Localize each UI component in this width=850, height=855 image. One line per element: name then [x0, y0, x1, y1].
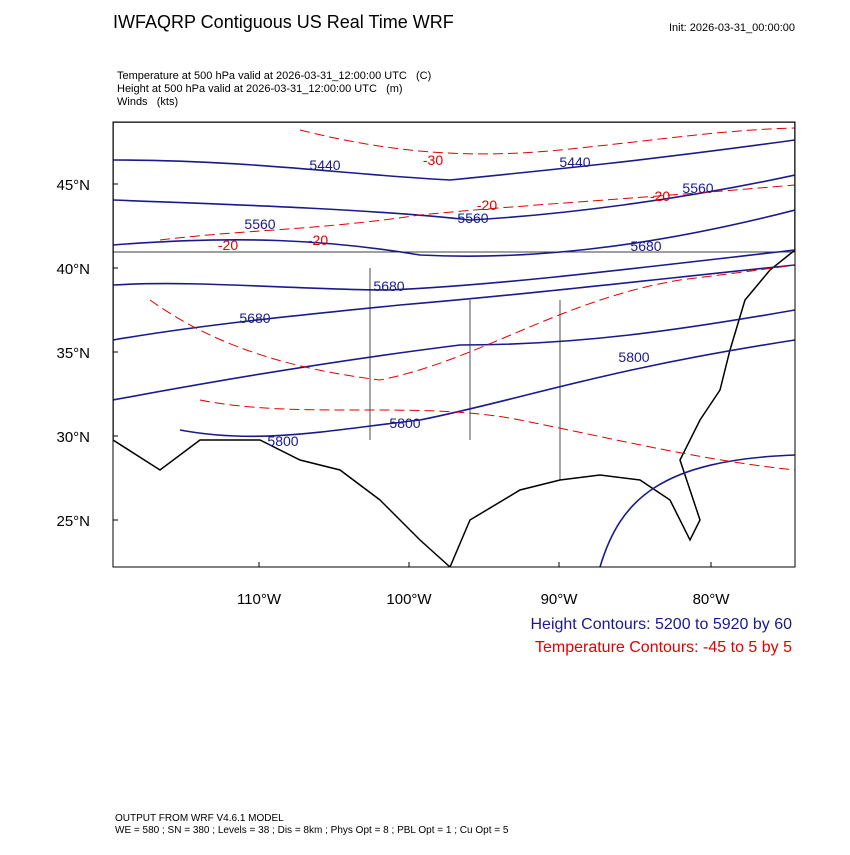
temperature-label: -20 — [308, 232, 328, 248]
field-line: Winds (kts) — [117, 96, 178, 108]
init-time: Init: 2026-03-31_00:00:00 — [669, 22, 795, 34]
field-line: Height at 500 hPa valid at 2026-03-31_12… — [117, 83, 403, 95]
map: 5440 5440 5560 5560 5560 5680 5680 5680 … — [112, 121, 796, 568]
temperature-label: -20 — [218, 237, 238, 253]
field-line: Temperature at 500 hPa valid at 2026-03-… — [117, 70, 431, 82]
height-label: 5800 — [389, 415, 420, 431]
lat-tick-label: 45°N — [56, 177, 90, 194]
height-label: 5680 — [373, 278, 404, 294]
temperature-contours — [149, 127, 795, 471]
height-label: 5680 — [630, 238, 661, 254]
lon-tick-label: 80°W — [693, 591, 731, 608]
lat-tick-label: 40°N — [56, 261, 90, 278]
height-label: 5680 — [239, 310, 270, 326]
lat-ticks — [113, 183, 118, 521]
temperature-label: -20 — [477, 197, 497, 213]
height-label: 5560 — [682, 180, 713, 196]
state-borders — [113, 251, 795, 480]
height-label: 5560 — [244, 216, 275, 232]
lon-tick-label: 110°W — [237, 591, 282, 608]
lon-ticks — [258, 562, 712, 567]
lat-tick-label: 25°N — [56, 513, 90, 530]
lon-axis: 110°W 100°W 90°W 80°W — [237, 562, 730, 608]
map-frame — [112, 121, 796, 568]
footer-line: OUTPUT FROM WRF V4.6.1 MODEL — [115, 813, 284, 824]
coastline — [113, 122, 795, 567]
title: IWFAQRP Contiguous US Real Time WRF — [113, 12, 454, 32]
height-label: 5440 — [309, 157, 340, 173]
lat-axis: 45°N 40°N 35°N 30°N 25°N — [56, 177, 118, 530]
height-label: 5440 — [559, 154, 590, 170]
height-contours — [113, 139, 795, 567]
height-label: 5800 — [267, 433, 298, 449]
lon-tick-label: 100°W — [386, 591, 432, 608]
height-label: 5800 — [618, 349, 649, 365]
lat-tick-label: 30°N — [56, 429, 90, 446]
lon-tick-label: 90°W — [541, 591, 579, 608]
temperature-label: -20 — [650, 188, 670, 204]
temperature-label: -30 — [423, 152, 443, 168]
lat-tick-label: 35°N — [56, 345, 90, 362]
height-legend: Height Contours: 5200 to 5920 by 60 — [530, 616, 792, 633]
temperature-legend: Temperature Contours: -45 to 5 by 5 — [535, 639, 792, 656]
height-label: 5560 — [457, 210, 488, 226]
footer-line: WE = 580 ; SN = 380 ; Levels = 38 ; Dis … — [115, 825, 509, 836]
